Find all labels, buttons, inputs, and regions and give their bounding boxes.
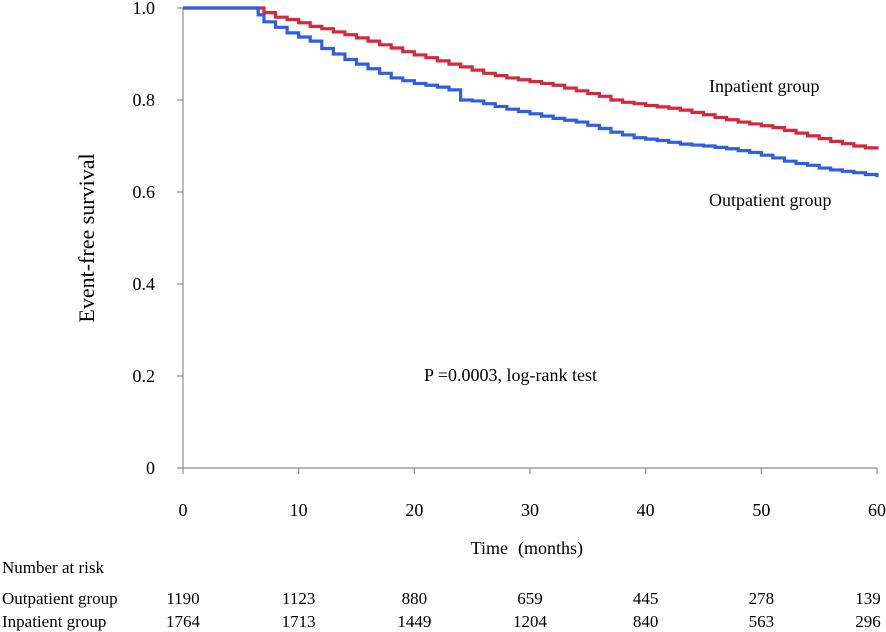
x-tick-label: 50	[752, 500, 770, 520]
y-tick-label: 0.6	[133, 182, 156, 202]
y-tick-label: 0.8	[133, 90, 156, 110]
risk-value-outpatient: 139	[855, 589, 881, 608]
inpatient-survival-curve	[183, 6, 879, 150]
risk-value-inpatient: 1204	[513, 612, 548, 631]
risk-value-inpatient: 1449	[397, 612, 431, 631]
x-tick-label: 60	[868, 500, 886, 520]
x-tick-label: 10	[290, 500, 308, 520]
risk-value-outpatient: 1123	[282, 589, 315, 608]
p-value-annotation: P =0.0003, log-rank test	[424, 365, 597, 385]
x-axis-unit: (months)	[518, 538, 583, 559]
risk-value-inpatient: 1764	[166, 612, 201, 631]
survival-curves	[183, 6, 879, 178]
x-axis-ticks: 0 10 20 30 40 50 60	[179, 468, 886, 520]
risk-value-outpatient: 880	[402, 589, 428, 608]
x-axis-label: Time	[471, 538, 508, 558]
inpatient-curve-label: Inpatient group	[709, 76, 819, 96]
risk-row-label-outpatient: Outpatient group	[2, 589, 118, 608]
y-tick-label: 1.0	[133, 0, 156, 18]
risk-value-inpatient: 296	[855, 612, 881, 631]
x-tick-label: 40	[637, 500, 655, 520]
risk-row-label-inpatient: Inpatient group	[2, 612, 106, 631]
y-tick-label: 0.2	[133, 366, 156, 386]
x-tick-label: 0	[179, 500, 188, 520]
y-tick-label: 0	[146, 458, 155, 478]
risk-value-outpatient: 659	[517, 589, 543, 608]
risk-value-inpatient: 840	[633, 612, 659, 631]
risk-table-values: 1190 1123 880 659 445 278 139 1764 1713 1449 1204 8…	[166, 589, 881, 631]
risk-table-title: Number at risk	[2, 558, 104, 577]
y-axis-ticks: 0 0.2 0.4 0.6 0.8 1.0	[133, 0, 183, 478]
risk-value-outpatient: 278	[749, 589, 775, 608]
x-tick-label: 30	[521, 500, 539, 520]
y-axis-label: Event-free survival	[74, 153, 99, 322]
risk-value-inpatient: 563	[749, 612, 775, 631]
outpatient-survival-curve	[183, 6, 879, 178]
outpatient-curve-label: Outpatient group	[709, 190, 831, 210]
y-tick-label: 0.4	[133, 274, 156, 294]
x-tick-label: 20	[405, 500, 423, 520]
risk-value-outpatient: 445	[633, 589, 659, 608]
risk-value-inpatient: 1713	[282, 612, 316, 631]
risk-value-outpatient: 1190	[166, 589, 199, 608]
